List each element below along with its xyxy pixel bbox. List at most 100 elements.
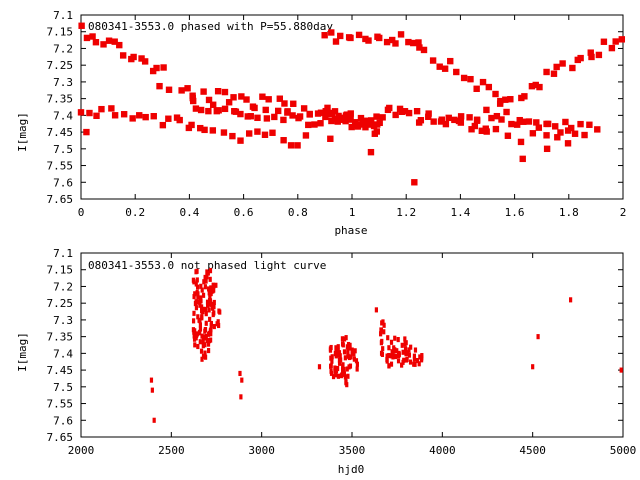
data-point [385, 353, 389, 359]
data-point [200, 88, 207, 95]
data-point [165, 115, 172, 122]
data-point [194, 299, 198, 305]
data-point [380, 351, 385, 357]
data-point [207, 290, 211, 296]
data-point [600, 38, 608, 45]
data-point [276, 95, 283, 102]
data-point [438, 116, 446, 123]
data-point [284, 108, 291, 115]
data-point [395, 348, 399, 354]
x-tick-label: 4500 [519, 444, 546, 457]
data-point [215, 107, 222, 114]
data-point [197, 106, 205, 114]
data-point [271, 113, 278, 121]
data-point [502, 96, 509, 103]
data-point [557, 129, 564, 136]
data-point [340, 336, 345, 342]
data-point [192, 279, 196, 285]
data-point [382, 329, 386, 335]
data-point [349, 354, 353, 360]
data-point [379, 114, 386, 121]
data-point [392, 40, 399, 47]
data-point [317, 364, 322, 370]
data-point [365, 37, 372, 44]
data-point [383, 38, 391, 46]
data-point [340, 372, 344, 378]
data-point [529, 130, 537, 137]
data-point [374, 307, 378, 313]
data-point [401, 349, 405, 355]
data-point [376, 119, 383, 127]
data-point [343, 374, 348, 380]
data-point [393, 353, 398, 360]
y-tick-label: 7.15 [47, 26, 74, 39]
data-point [290, 100, 297, 107]
y-tick-label: 7.5 [53, 381, 73, 394]
data-point [347, 116, 354, 123]
data-point [274, 107, 282, 115]
y-tick-label: 7.65 [47, 193, 74, 206]
x-tick-label: 0.8 [288, 206, 308, 219]
data-point [205, 96, 213, 104]
data-point [396, 358, 401, 364]
data-point [577, 54, 584, 62]
data-point [192, 329, 196, 335]
data-point [100, 41, 107, 48]
data-point [404, 357, 409, 363]
data-point [347, 110, 354, 117]
data-point [416, 44, 423, 51]
data-point [467, 75, 474, 83]
data-point [280, 137, 287, 144]
data-point [453, 68, 460, 76]
data-point [209, 337, 213, 343]
data-point [209, 285, 213, 291]
y-tick-label: 7.45 [47, 364, 74, 377]
phased-light-curve-panel: I[mag] phase 080341-3553.0 phased with P… [16, 9, 626, 237]
x-tick-label: 0.4 [179, 206, 199, 219]
y-tick-label: 7.3 [53, 76, 73, 89]
data-point [405, 38, 412, 46]
data-point [165, 86, 173, 93]
x-tick-label: 1 [349, 206, 356, 219]
data-point [200, 287, 204, 293]
data-point [393, 335, 397, 341]
data-point [120, 111, 128, 118]
data-point [196, 294, 200, 300]
data-point [204, 333, 208, 340]
data-point [203, 350, 207, 356]
data-point [189, 92, 196, 99]
data-point [521, 93, 528, 100]
y-tick-label: 7.55 [47, 398, 74, 411]
data-point [594, 126, 601, 133]
data-point [209, 291, 213, 297]
data-point [483, 106, 490, 114]
data-point [429, 57, 437, 64]
data-point [238, 370, 242, 376]
data-point [392, 111, 399, 119]
data-point [209, 320, 213, 327]
data-point [379, 331, 383, 337]
x-tick-label: 3000 [248, 444, 275, 457]
data-point [306, 110, 313, 118]
data-point [612, 38, 619, 45]
y-tick-label: 7.55 [47, 160, 74, 173]
data-point [380, 320, 384, 326]
data-point [159, 121, 167, 129]
y-tick-label: 7.15 [47, 264, 74, 277]
phased-x-axis-label: phase [334, 224, 367, 237]
data-point [520, 118, 527, 125]
data-point [550, 70, 558, 77]
data-point [92, 39, 100, 46]
data-point [513, 121, 521, 128]
phased-y-axis-label: I[mag] [16, 112, 29, 152]
y-tick-label: 7.4 [53, 347, 73, 360]
data-point [207, 330, 211, 336]
unphased-chart-title: 080341-3553.0 not phased light curve [88, 259, 326, 272]
data-point [214, 88, 222, 95]
data-point [334, 353, 338, 359]
data-point [347, 34, 354, 42]
data-point [149, 377, 154, 383]
data-point [334, 345, 338, 351]
x-tick-label: 1.4 [450, 206, 470, 219]
data-point [554, 134, 561, 141]
